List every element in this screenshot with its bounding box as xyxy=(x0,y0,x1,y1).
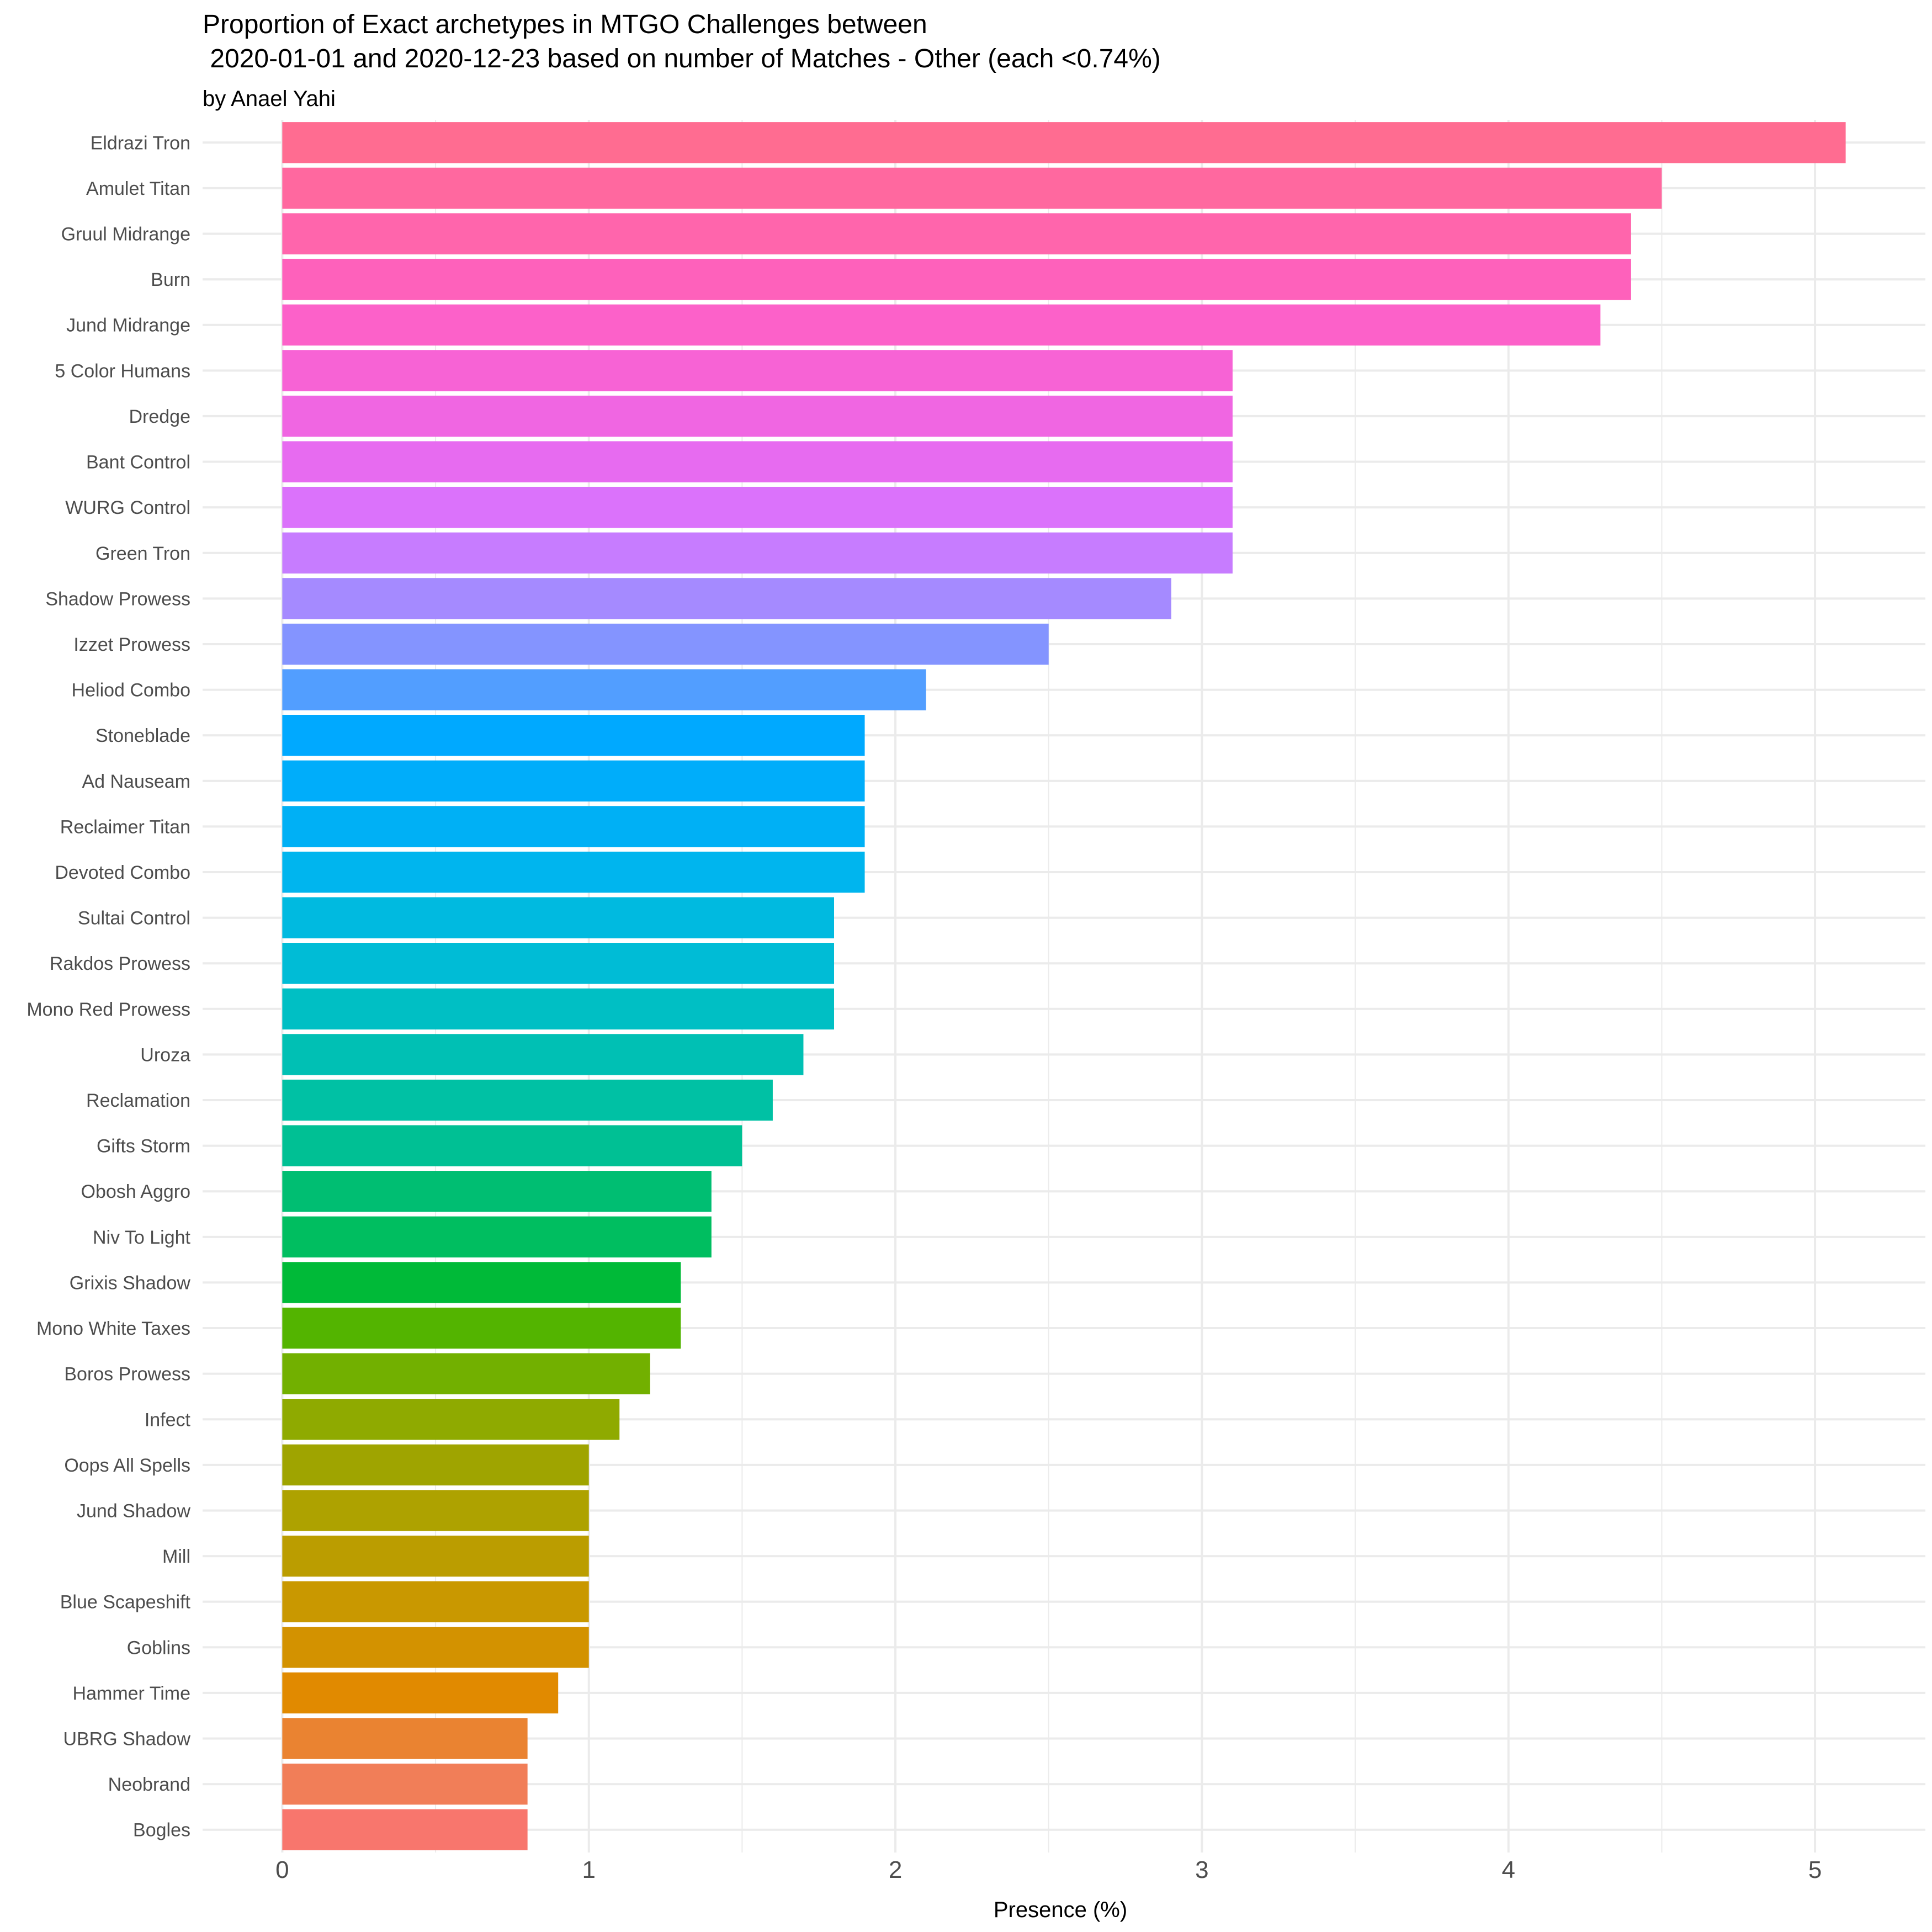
y-tick-label: Mill xyxy=(162,1546,190,1567)
bar xyxy=(282,623,1049,665)
y-tick-label: Gifts Storm xyxy=(97,1136,190,1157)
y-tick-label: Boros Prowess xyxy=(64,1364,190,1385)
y-tick-label: Grixis Shadow xyxy=(70,1272,191,1293)
bar xyxy=(282,806,865,847)
bar xyxy=(282,304,1601,346)
y-tick-label: Heliod Combo xyxy=(72,680,190,701)
y-tick-label: Eldrazi Tron xyxy=(91,132,190,153)
y-tick-label: UBRG Shadow xyxy=(63,1728,190,1749)
bar xyxy=(282,1079,773,1121)
bar xyxy=(282,1718,528,1759)
y-tick-label: Stoneblade xyxy=(95,725,190,746)
bar xyxy=(282,760,865,802)
y-tick-label: Dredge xyxy=(129,406,190,427)
y-tick-label: Goblins xyxy=(127,1637,190,1658)
y-tick-label: Rakdos Prowess xyxy=(50,953,190,974)
y-tick-label: Jund Midrange xyxy=(66,315,190,336)
y-tick-label: Oops All Spells xyxy=(64,1455,190,1476)
y-tick-label: Uroza xyxy=(140,1044,190,1065)
y-tick-label: Mono Red Prowess xyxy=(26,999,190,1020)
bar xyxy=(282,1627,589,1668)
y-tick-label: Reclamation xyxy=(86,1090,190,1111)
chart-subtitle: by Anael Yahi xyxy=(203,87,336,111)
bar xyxy=(282,1490,589,1531)
bar xyxy=(282,1125,742,1166)
y-tick-label: Devoted Combo xyxy=(55,862,190,883)
bar xyxy=(282,258,1631,300)
bar xyxy=(282,897,834,938)
y-tick-label: Burn xyxy=(151,269,190,290)
bar xyxy=(282,486,1233,528)
bar xyxy=(282,1444,589,1486)
y-tick-label: 5 Color Humans xyxy=(55,360,190,381)
y-tick-label: Ad Nauseam xyxy=(82,771,190,792)
bar xyxy=(282,1809,528,1850)
x-axis-title: Presence (%) xyxy=(994,1898,1127,1922)
chart-title-line-2: 2020-01-01 and 2020-12-23 based on numbe… xyxy=(203,44,1161,73)
bar xyxy=(282,578,1171,619)
bar xyxy=(282,122,1846,163)
y-tick-labels: Eldrazi Tron Amulet Titan Gruul Midrange Bu… xyxy=(26,132,190,1840)
bar xyxy=(282,1581,589,1622)
y-tick-label: Infect xyxy=(145,1409,191,1430)
bar xyxy=(282,851,865,893)
bar xyxy=(282,1763,528,1805)
y-tick-label: Mono White Taxes xyxy=(36,1318,190,1339)
bar xyxy=(282,1171,712,1212)
x-tick-label: 3 xyxy=(1195,1856,1208,1883)
y-tick-label: Shadow Prowess xyxy=(45,588,190,609)
bar xyxy=(282,1034,804,1075)
y-tick-label: Bogles xyxy=(133,1820,190,1841)
bar xyxy=(282,1262,681,1303)
bar xyxy=(282,1353,650,1394)
x-tick-label: 5 xyxy=(1808,1856,1822,1883)
y-tick-label: Bant Control xyxy=(86,452,190,473)
y-tick-label: Obosh Aggro xyxy=(81,1181,190,1202)
bar xyxy=(282,943,834,984)
bar xyxy=(282,988,834,1029)
bar xyxy=(282,714,865,756)
bar xyxy=(282,669,926,710)
bars-layer xyxy=(282,122,1846,1850)
bar xyxy=(282,441,1233,482)
y-tick-label: Izzet Prowess xyxy=(73,634,190,655)
y-tick-label: Gruul Midrange xyxy=(61,224,190,245)
y-tick-label: Green Tron xyxy=(95,543,190,564)
x-tick-label: 1 xyxy=(582,1856,595,1883)
x-tick-label: 0 xyxy=(275,1856,289,1883)
bar xyxy=(282,395,1233,437)
bar xyxy=(282,1216,712,1258)
bar xyxy=(282,213,1631,254)
bar xyxy=(282,1535,589,1577)
bar xyxy=(282,1307,681,1349)
bar xyxy=(282,532,1233,574)
x-tick-labels: 0 1 2 3 4 5 xyxy=(275,1856,1822,1883)
y-tick-label: Amulet Titan xyxy=(86,178,190,199)
bar xyxy=(282,1672,559,1714)
y-tick-label: Reclaimer Titan xyxy=(60,816,190,837)
x-tick-label: 2 xyxy=(889,1856,902,1883)
chart-title-line-1: Proportion of Exact archetypes in MTGO C… xyxy=(203,10,927,39)
y-tick-label: Neobrand xyxy=(108,1774,190,1795)
y-tick-label: WURG Control xyxy=(65,497,190,518)
x-tick-label: 4 xyxy=(1501,1856,1515,1883)
y-tick-label: Hammer Time xyxy=(73,1683,190,1704)
bar xyxy=(282,1399,620,1440)
bar xyxy=(282,350,1233,391)
bar xyxy=(282,167,1662,209)
y-tick-label: Jund Shadow xyxy=(77,1500,190,1521)
y-tick-label: Blue Scapeshift xyxy=(60,1592,191,1613)
y-tick-label: Niv To Light xyxy=(93,1227,191,1248)
y-tick-label: Sultai Control xyxy=(78,908,190,929)
